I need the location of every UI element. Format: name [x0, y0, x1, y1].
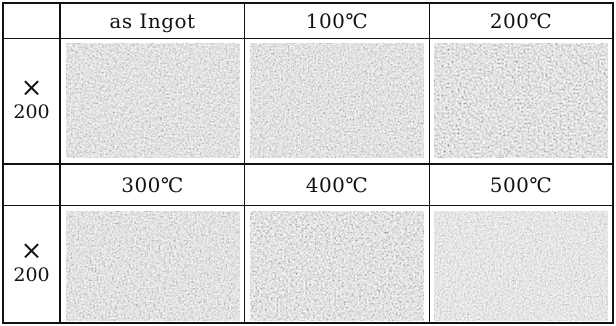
micrograph-300c [66, 211, 240, 321]
magnification-symbol: × [20, 236, 43, 266]
col-divider-3 [429, 2, 430, 324]
magnification-value: 200 [13, 101, 50, 123]
magnification-value: 200 [13, 264, 50, 286]
col-divider-2 [244, 2, 245, 324]
col-divider-1 [59, 2, 61, 324]
micrograph-as-ingot [66, 43, 240, 158]
condition-header-200c: 200℃ [489, 9, 553, 33]
magnification-symbol: × [20, 73, 43, 103]
micrograph-500c [434, 211, 608, 321]
micrograph-400c [250, 211, 424, 321]
magnification-label-row1: × 200 [4, 39, 59, 163]
border-top [2, 2, 614, 4]
condition-header-500c: 500℃ [489, 173, 553, 197]
row-divider-1 [2, 38, 614, 39]
condition-header-100c: 100℃ [305, 9, 369, 33]
micrograph-200c [434, 43, 608, 158]
micrograph-100c [250, 43, 424, 158]
row-divider-2 [2, 163, 614, 165]
border-bottom [2, 322, 614, 324]
condition-header-as-ingot: as Ingot [109, 9, 196, 33]
condition-header-300c: 300℃ [121, 173, 184, 197]
magnification-label-row2: × 200 [4, 206, 59, 322]
condition-header-400c: 400℃ [305, 173, 369, 197]
row-divider-3 [2, 205, 614, 206]
